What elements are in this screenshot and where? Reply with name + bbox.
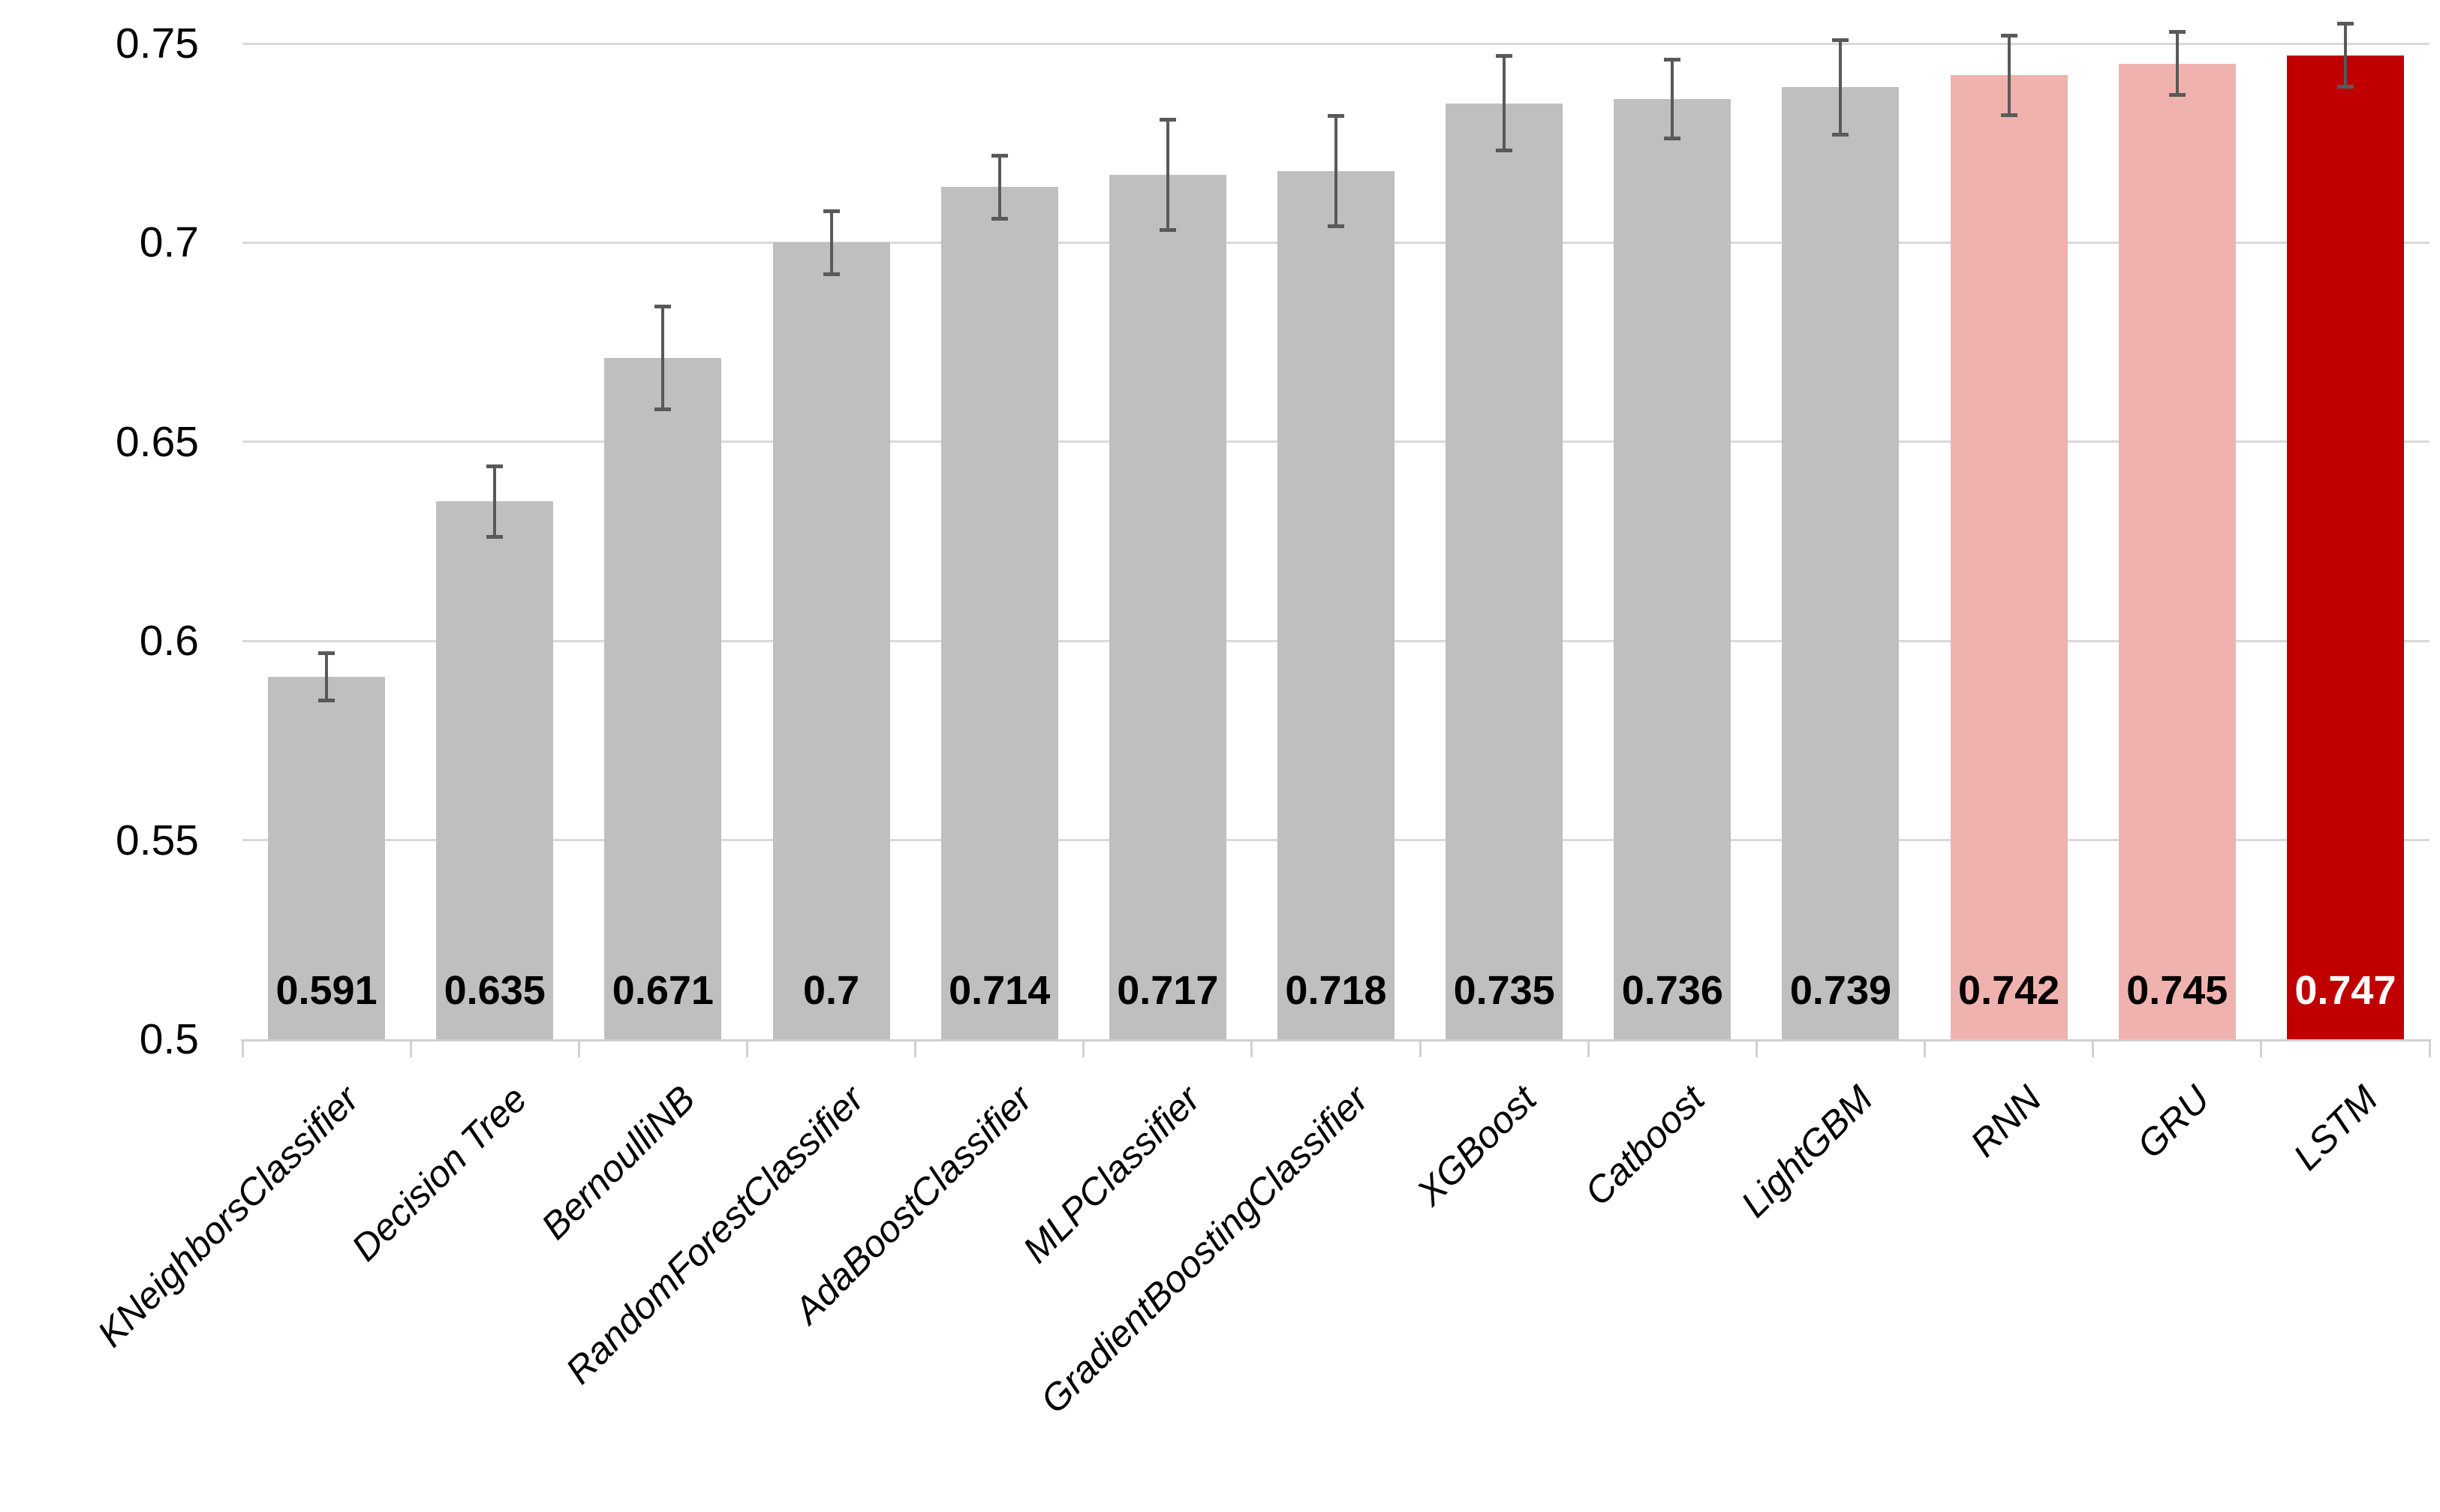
x-axis-line xyxy=(241,1039,2431,1042)
y-axis-tick-label: 0.65 xyxy=(116,417,199,466)
x-axis-tick xyxy=(241,1041,244,1057)
y-axis-tick-label: 0.75 xyxy=(116,20,199,68)
x-axis-tick xyxy=(1755,1041,1758,1057)
error-bar-cap-bottom xyxy=(823,272,840,276)
bar-LSTM xyxy=(2286,55,2404,1039)
error-bar-cap-top xyxy=(991,153,1008,158)
error-bar-cap-top xyxy=(2168,30,2186,35)
error-bar xyxy=(661,306,665,410)
error-bar-cap-bottom xyxy=(2000,113,2017,117)
y-axis-tick-label: 0.5 xyxy=(139,1015,199,1063)
value-label: 0.717 xyxy=(1117,968,1219,1013)
bar-RNN xyxy=(1950,75,2068,1039)
error-bar-cap-bottom xyxy=(1496,149,1513,153)
gridline xyxy=(242,42,2429,45)
value-label: 0.718 xyxy=(1285,968,1387,1013)
error-bar-cap-top xyxy=(2336,22,2354,26)
error-bar-cap-top xyxy=(1328,113,1344,118)
bar-RandomForestClassifier xyxy=(772,242,890,1039)
x-axis-tick xyxy=(409,1041,412,1057)
bar-XGBoost xyxy=(1446,103,1563,1039)
error-bar-cap-top xyxy=(1664,58,1681,62)
value-label: 0.742 xyxy=(1958,968,2060,1013)
x-axis-tick xyxy=(577,1041,580,1057)
y-axis-tick-label: 0.7 xyxy=(139,218,199,267)
error-bar-cap-bottom xyxy=(991,216,1008,221)
error-bar xyxy=(1334,115,1337,227)
bar-KNeighborsClassifier xyxy=(268,676,386,1039)
bar-MLPClassifier xyxy=(1109,175,1226,1039)
error-bar-cap-top xyxy=(1159,117,1176,122)
value-label: 0.7 xyxy=(802,968,860,1013)
error-bar-cap-bottom xyxy=(1159,228,1176,233)
error-bar-cap-bottom xyxy=(2168,93,2186,97)
value-label: 0.739 xyxy=(1789,968,1892,1013)
error-bar-cap-bottom xyxy=(318,698,335,702)
bar-Decision Tree xyxy=(436,501,554,1039)
value-label: 0.736 xyxy=(1621,968,1723,1013)
value-label: 0.735 xyxy=(1453,968,1555,1013)
x-axis-tick xyxy=(1082,1041,1085,1057)
error-bar xyxy=(2175,32,2179,95)
error-bar-cap-bottom xyxy=(2336,85,2354,89)
x-axis-tick xyxy=(1587,1041,1590,1057)
x-axis-tick xyxy=(2260,1041,2263,1057)
bar-BernoulliNB xyxy=(604,358,722,1039)
error-bar-cap-top xyxy=(1832,38,1849,42)
error-bar-cap-top xyxy=(318,651,335,656)
value-label: 0.747 xyxy=(2294,968,2396,1013)
value-label: 0.635 xyxy=(444,968,546,1013)
bar-GRU xyxy=(2118,63,2236,1039)
value-label: 0.671 xyxy=(612,968,714,1013)
bar-LightGBM xyxy=(1782,87,1900,1039)
y-axis-tick-label: 0.55 xyxy=(116,816,199,864)
y-axis-tick-label: 0.6 xyxy=(139,617,199,666)
error-bar xyxy=(1839,39,1843,136)
bar-Catboost xyxy=(1614,99,1731,1039)
x-axis-tick xyxy=(1250,1041,1253,1057)
error-bar-cap-bottom xyxy=(486,535,504,540)
error-bar-cap-bottom xyxy=(654,407,672,412)
error-bar-cap-top xyxy=(486,464,504,468)
error-bar xyxy=(997,155,1001,219)
error-bar-cap-top xyxy=(654,305,672,309)
x-axis-tick xyxy=(2428,1041,2431,1057)
bar-AdaBoostClassifier xyxy=(940,187,1058,1039)
error-bar xyxy=(1671,59,1674,140)
x-axis-tick xyxy=(745,1041,748,1057)
value-label: 0.714 xyxy=(949,968,1051,1013)
x-axis-tick xyxy=(914,1041,917,1057)
error-bar-cap-top xyxy=(823,209,840,213)
error-bar xyxy=(1503,55,1506,152)
x-axis-tick xyxy=(2092,1041,2095,1057)
x-axis-tick xyxy=(1419,1041,1422,1057)
error-bar-cap-top xyxy=(1496,53,1513,58)
error-bar xyxy=(493,465,497,538)
error-bar xyxy=(325,653,329,701)
value-label: 0.745 xyxy=(2126,968,2228,1013)
error-bar xyxy=(1166,119,1169,231)
error-bar-cap-bottom xyxy=(1664,137,1681,141)
error-bar-cap-bottom xyxy=(1328,224,1344,229)
bar-GradientBoostingClassifier xyxy=(1277,170,1395,1039)
error-bar xyxy=(2007,35,2011,116)
error-bar xyxy=(2343,23,2347,88)
error-bar-cap-top xyxy=(2000,34,2017,38)
error-bar-cap-bottom xyxy=(1832,133,1849,137)
x-axis-tick xyxy=(1924,1041,1927,1057)
error-bar xyxy=(829,210,833,275)
value-label: 0.591 xyxy=(275,968,378,1013)
